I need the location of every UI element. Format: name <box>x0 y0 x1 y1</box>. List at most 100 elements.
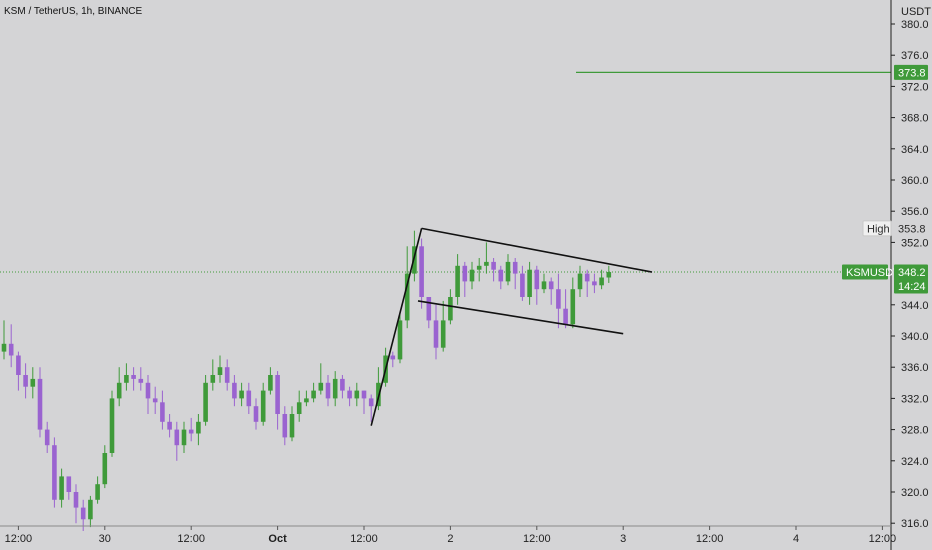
candle-body <box>512 261 518 274</box>
candle-body <box>318 382 324 391</box>
candle-body <box>116 382 122 399</box>
candle-body <box>8 343 14 356</box>
candle-body <box>462 265 468 282</box>
time-axis[interactable]: 12:00 30 12:00 Oct 12:00 2 12:00 3 12:00 4 12:00 <box>5 526 897 545</box>
x-tick-label: 30 <box>99 533 111 545</box>
candle-body <box>37 378 43 430</box>
candle-body <box>433 320 439 348</box>
candle-body <box>426 297 432 321</box>
candle-body <box>491 261 496 270</box>
candle-body <box>181 429 187 446</box>
candle-body <box>253 406 259 422</box>
candles <box>1 230 612 531</box>
high-label-tag-bg <box>862 220 892 237</box>
candle-body <box>196 421 201 434</box>
x-tick-label: 3 <box>620 533 626 545</box>
last-price-tag: 348.2 <box>898 267 926 279</box>
candle-body <box>289 414 295 438</box>
candle-body <box>109 398 115 453</box>
candle-body <box>592 281 597 286</box>
candle-body <box>347 390 352 399</box>
y-tick-label: 324.0 <box>901 456 929 468</box>
candle-body <box>606 272 612 278</box>
y-tick-label: 344.0 <box>901 300 929 312</box>
y-tick-label: 336.0 <box>901 362 929 374</box>
candle-body <box>354 390 360 399</box>
candle-body <box>239 390 244 399</box>
candle-body <box>23 375 28 387</box>
y-tick-label: 320.0 <box>901 487 929 499</box>
candle-body <box>448 297 453 321</box>
candle-body <box>390 355 396 360</box>
candle-body <box>311 390 316 399</box>
countdown-tag-bg <box>894 278 928 294</box>
last-price-tag-bg <box>894 264 928 280</box>
price-axis[interactable]: 380.0 376.0 372.0 368.0 364.0 360.0 356.0 352.0… <box>891 19 929 530</box>
candle-body <box>30 378 36 387</box>
candle-body <box>577 273 583 290</box>
candle-body <box>124 375 129 383</box>
x-tick-label: 12:00 <box>177 533 205 545</box>
symbol-tag: KSMUSDT <box>846 267 900 279</box>
candle-body <box>505 261 511 282</box>
candle-body <box>599 277 604 286</box>
y-tick-label: 368.0 <box>901 113 929 125</box>
candle-body <box>188 429 194 434</box>
y-tick-label: 376.0 <box>901 50 929 62</box>
y-tick-label: 332.0 <box>901 393 929 405</box>
candle-body <box>498 269 504 282</box>
candle-body <box>570 289 576 325</box>
y-tick-label: 328.0 <box>901 425 929 437</box>
y-tick-label: 360.0 <box>901 175 929 187</box>
currency-label: USDT <box>901 6 931 18</box>
x-tick-label: 12:00 <box>869 533 897 545</box>
candle-body <box>469 269 475 282</box>
candle-body <box>340 378 345 391</box>
trendline[interactable] <box>421 227 653 273</box>
countdown-tag: 14:24 <box>898 281 926 293</box>
candle-body <box>152 398 158 403</box>
candle-body <box>275 375 280 414</box>
candle-body <box>145 382 151 399</box>
target-price-tag-bg <box>894 64 928 80</box>
candle-body <box>412 246 417 274</box>
x-tick-label: 2 <box>447 533 453 545</box>
x-tick-label: Oct <box>268 533 287 545</box>
high-value-tag-bg <box>894 220 928 236</box>
candle-body <box>404 273 410 321</box>
candle-body <box>138 378 144 383</box>
candle-body <box>80 507 86 520</box>
candle-body <box>246 390 252 407</box>
x-tick-label: 12:00 <box>350 533 378 545</box>
candle-body <box>332 378 338 399</box>
candle-body <box>584 273 590 282</box>
candle-body <box>174 429 180 446</box>
candle-body <box>541 281 547 290</box>
target-price-tag: 373.8 <box>898 67 926 79</box>
candle-body <box>1 343 7 352</box>
candle-body <box>368 398 374 407</box>
y-tick-label: 372.0 <box>901 81 929 93</box>
candle-body <box>325 382 331 399</box>
candle-body <box>304 398 309 403</box>
trendline[interactable] <box>370 228 423 426</box>
candle-body <box>361 390 367 399</box>
candle-body <box>167 421 172 430</box>
y-tick-label: 364.0 <box>901 144 929 156</box>
y-tick-label: 356.0 <box>901 206 929 218</box>
candle-body <box>268 375 273 391</box>
candle-body <box>88 499 93 520</box>
candle-body <box>556 289 561 309</box>
candle-body <box>52 445 57 500</box>
drawing-tools[interactable] <box>370 71 891 426</box>
candle-body <box>476 265 482 270</box>
candle-body <box>419 246 424 297</box>
candle-body <box>217 367 223 375</box>
candle-body <box>296 402 302 414</box>
candle-body <box>527 269 532 297</box>
candle-body <box>440 320 446 348</box>
chart-title: KSM / TetherUS, 1h, BINANCE <box>4 6 143 17</box>
symbol-tag-bg <box>842 264 888 280</box>
trendline[interactable] <box>417 300 624 335</box>
